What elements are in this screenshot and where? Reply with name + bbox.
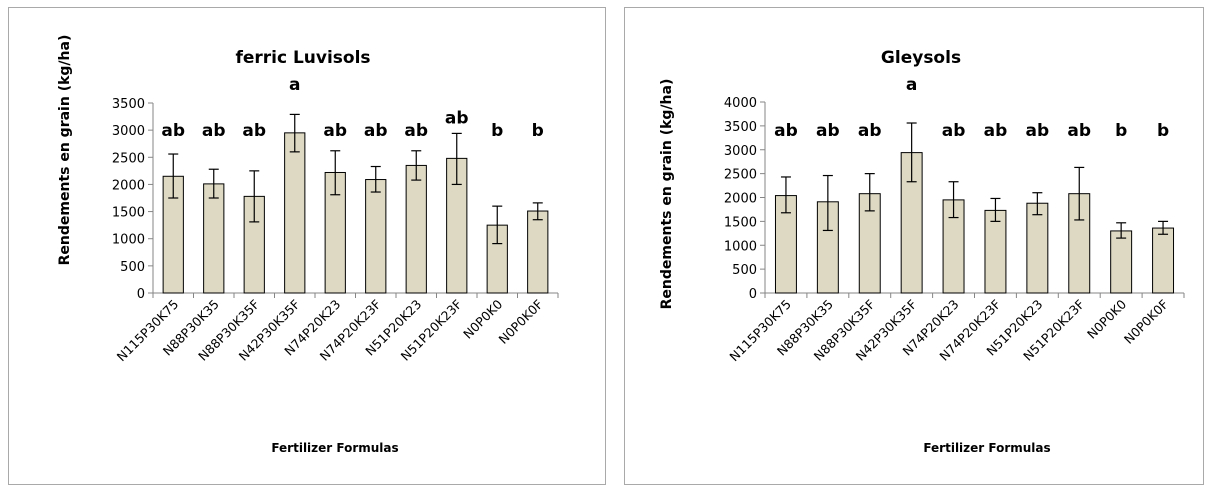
y-tick-label: 500	[732, 263, 757, 278]
significance-letter: ab	[404, 121, 428, 141]
x-tick-label: N0P0K0F	[1121, 297, 1171, 347]
bar	[1110, 230, 1133, 294]
bar	[984, 209, 1007, 294]
y-tick-label: 3000	[724, 144, 757, 159]
y-tick-label: 2500	[112, 151, 145, 166]
chart-panel-ferric-luvisols: ferric Luvisols Rendements en grain (kg/…	[8, 7, 606, 485]
significance-letter: ab	[323, 121, 347, 141]
x-axis-label: Fertilizer Formulas	[923, 441, 1050, 455]
chart-panel-gleysols: Gleysols Rendements en grain (kg/ha) Fer…	[624, 7, 1204, 485]
plot-area: 05001000150020002500300035004000abN115P3…	[724, 75, 1185, 364]
significance-letter: ab	[816, 121, 840, 141]
significance-letter: b	[532, 121, 544, 141]
significance-letter: ab	[858, 121, 882, 141]
significance-letter: b	[491, 121, 503, 141]
y-axis-label: Rendements en grain (kg/ha)	[57, 35, 73, 266]
y-tick-label: 1500	[112, 206, 145, 221]
significance-letter: b	[1157, 121, 1169, 141]
plot-area: 0500100015002000250030003500abN115P30K75…	[112, 75, 559, 364]
y-tick-label: 2000	[112, 178, 145, 193]
y-tick-label: 0	[749, 287, 757, 302]
bar	[527, 210, 549, 294]
x-axis-label: Fertilizer Formulas	[271, 441, 398, 455]
y-tick-label: 1000	[724, 239, 757, 254]
y-tick-label: 3500	[112, 97, 145, 112]
bar	[365, 179, 387, 294]
bar	[1152, 227, 1175, 294]
significance-letter: ab	[942, 121, 966, 141]
y-tick-label: 3500	[724, 120, 757, 135]
significance-letter: ab	[242, 121, 266, 141]
y-axis-label: Rendements en grain (kg/ha)	[659, 79, 675, 310]
y-tick-label: 0	[137, 287, 145, 302]
significance-letter: ab	[774, 121, 798, 141]
y-tick-label: 3000	[112, 124, 145, 139]
y-tick-label: 4000	[724, 96, 757, 111]
chart-gleysols: Gleysols Rendements en grain (kg/ha) Fer…	[659, 48, 1185, 455]
significance-letter: b	[1115, 121, 1127, 141]
chart-ferric-luvisols: ferric Luvisols Rendements en grain (kg/…	[57, 35, 559, 455]
significance-letter: ab	[445, 108, 469, 128]
y-tick-label: 1500	[724, 215, 757, 230]
significance-letter: a	[906, 75, 917, 95]
bar	[284, 132, 306, 294]
y-tick-label: 500	[120, 260, 145, 275]
significance-letter: ab	[364, 121, 388, 141]
y-tick-label: 1000	[112, 233, 145, 248]
bar	[1026, 202, 1049, 294]
bar	[405, 164, 427, 294]
x-tick-label: N0P0K0F	[496, 297, 546, 347]
significance-letter: ab	[1026, 121, 1050, 141]
bar	[203, 183, 225, 294]
y-tick-label: 2000	[724, 192, 757, 207]
significance-letter: ab	[202, 121, 226, 141]
significance-letter: ab	[1067, 121, 1091, 141]
chart-title: ferric Luvisols	[235, 48, 370, 68]
chart-title: Gleysols	[881, 48, 961, 68]
significance-letter: ab	[984, 121, 1008, 141]
significance-letter: a	[289, 75, 300, 95]
y-tick-label: 2500	[724, 168, 757, 183]
significance-letter: ab	[161, 121, 185, 141]
